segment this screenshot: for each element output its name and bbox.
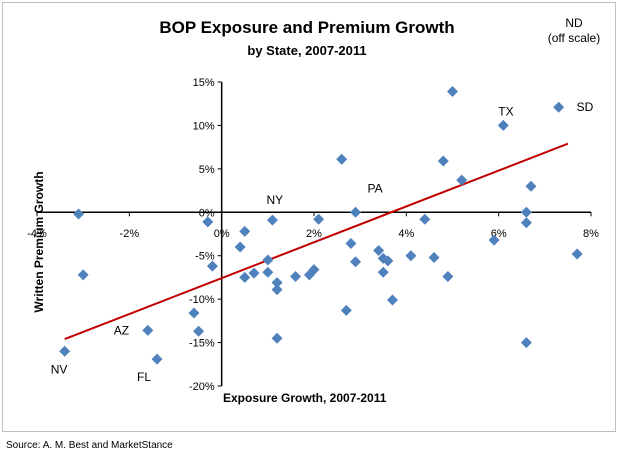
y-tick-label: -10%	[189, 294, 215, 306]
data-point	[382, 255, 394, 267]
data-point	[350, 206, 362, 218]
point-label: NY	[266, 193, 283, 207]
point-label: AZ	[114, 323, 129, 337]
data-point	[239, 271, 251, 283]
x-tick-label: 0%	[214, 228, 230, 240]
data-point	[262, 254, 274, 266]
data-point	[336, 153, 348, 165]
data-point	[59, 345, 71, 357]
data-point	[308, 264, 320, 276]
data-point	[488, 234, 500, 246]
data-point	[188, 307, 200, 319]
data-point	[271, 277, 283, 289]
data-point	[234, 241, 246, 253]
data-point	[553, 101, 565, 113]
x-tick-label: -4%	[27, 228, 47, 240]
data-point	[377, 266, 389, 278]
data-point	[447, 86, 458, 98]
data-point	[497, 119, 509, 131]
point-label: FL	[137, 370, 151, 384]
y-tick-label: 10%	[193, 120, 215, 132]
data-point	[271, 332, 283, 344]
y-tick-label: -20%	[189, 381, 215, 393]
data-point	[262, 266, 274, 278]
chart-title: BOP Exposure and Premium Growth	[159, 18, 455, 37]
data-point	[206, 260, 218, 272]
point-label: TX	[498, 104, 513, 118]
data-point	[437, 155, 449, 167]
data-point	[313, 213, 325, 225]
data-point	[405, 250, 417, 262]
data-point	[350, 256, 362, 268]
data-point	[77, 269, 89, 281]
data-point	[193, 325, 205, 337]
x-tick-label: 8%	[583, 228, 599, 240]
data-point	[520, 206, 532, 218]
data-point	[290, 271, 302, 283]
chart-subtitle: by State, 2007-2011	[247, 43, 367, 58]
y-tick-label: -5%	[195, 251, 215, 263]
data-point	[202, 216, 214, 228]
data-point	[248, 267, 260, 279]
data-point	[456, 174, 468, 186]
data-point	[520, 337, 532, 349]
data-point	[419, 213, 431, 225]
point-label: NV	[51, 362, 68, 376]
data-point	[345, 238, 357, 250]
data-point	[525, 180, 537, 192]
x-tick-label: 2%	[306, 228, 322, 240]
data-point	[266, 214, 278, 226]
data-point	[151, 353, 163, 365]
y-tick-label: 0%	[199, 207, 215, 219]
x-tick-label: -2%	[120, 228, 140, 240]
data-point	[428, 251, 440, 263]
data-point	[142, 324, 154, 336]
data-point	[239, 225, 251, 237]
data-point	[373, 245, 385, 257]
x-axis-label: Exposure Growth, 2007-2011	[223, 391, 387, 405]
data-point	[340, 304, 352, 316]
data-point	[442, 271, 454, 283]
trendline	[64, 142, 569, 341]
data-point	[386, 294, 398, 306]
data-point	[271, 284, 283, 296]
source-note: Source: A. M. Best and MarketStance	[6, 440, 173, 451]
x-tick-label: 4%	[398, 228, 414, 240]
point-label: SD	[577, 100, 594, 114]
y-tick-label: -15%	[189, 338, 215, 350]
chart-frame	[2, 2, 616, 432]
data-point	[520, 217, 532, 229]
data-point	[571, 248, 583, 260]
off-scale-note: ND (off scale)	[547, 16, 601, 45]
y-tick-label: 5%	[199, 164, 215, 176]
data-point	[73, 208, 85, 220]
y-tick-label: 15%	[193, 77, 215, 89]
point-label: PA	[368, 181, 383, 195]
